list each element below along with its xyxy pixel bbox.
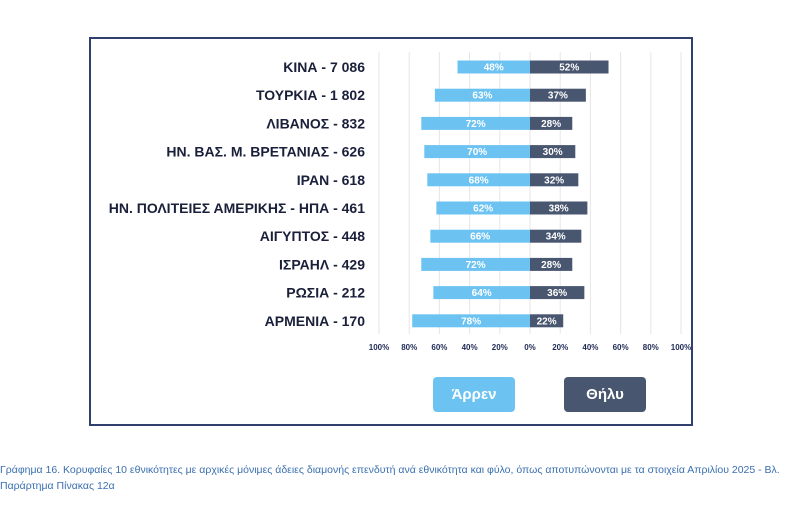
category-labels: ΚΙΝΑ - 7 086 ΤΟΥΡΚΙΑ - 1 802 ΛΙΒΑΝΟΣ - 832…	[109, 59, 365, 329]
x-tick-label: 80%	[401, 343, 417, 352]
bar-male-label: 62%	[473, 204, 493, 215]
bar-male-label: 72%	[466, 260, 486, 271]
bar-female-label: 30%	[543, 147, 563, 158]
bar-female-label: 37%	[548, 91, 568, 102]
category-label: ΑΙΓΥΠΤΟΣ - 448	[260, 228, 365, 244]
x-axis-ticks: 100% 80% 60% 40% 20% 0% 20% 40% 60% 80% 100%	[369, 343, 691, 352]
bar-female-label: 52%	[559, 63, 579, 74]
x-tick-label: 40%	[582, 343, 598, 352]
bar-female-label: 38%	[549, 204, 569, 215]
bar-female-label: 36%	[547, 288, 567, 299]
bar-female-label: 34%	[546, 232, 566, 243]
figure-caption: Γράφημα 16. Κορυφαίες 10 εθνικότητες με …	[0, 462, 800, 494]
bar-female-label: 32%	[544, 175, 564, 186]
bar-male-label: 64%	[472, 288, 492, 299]
bar-male-label: 70%	[467, 147, 487, 158]
bar-male-label: 72%	[466, 119, 486, 130]
x-tick-label: 100%	[671, 343, 691, 352]
bar-male-label: 66%	[470, 232, 490, 243]
legend-female: Θήλυ	[564, 377, 646, 412]
x-tick-label: 0%	[524, 343, 536, 352]
legend-male: Άρρεν	[433, 377, 515, 412]
category-label: ΡΩΣΙΑ - 212	[286, 285, 365, 301]
bar-male-label: 48%	[484, 63, 504, 74]
category-label: ΚΙΝΑ - 7 086	[283, 59, 365, 75]
bar-female-label: 28%	[541, 260, 561, 271]
x-tick-label: 20%	[492, 343, 508, 352]
category-label: ΤΟΥΡΚΙΑ - 1 802	[256, 87, 365, 103]
bar-female-label: 28%	[541, 119, 561, 130]
bar-male-label: 68%	[469, 175, 489, 186]
category-label: ΗΝ. ΠΟΛΙΤΕΙΕΣ ΑΜΕΡΙΚΗΣ - ΗΠΑ - 461	[109, 200, 365, 216]
x-tick-label: 40%	[462, 343, 478, 352]
category-label: ΗΝ. ΒΑΣ. Μ. ΒΡΕΤΑΝΙΑΣ - 626	[166, 144, 365, 160]
bar-male-label: 78%	[461, 316, 481, 327]
x-tick-label: 20%	[552, 343, 568, 352]
bar-female-label: 22%	[537, 316, 557, 327]
category-label: ΛΙΒΑΝΟΣ - 832	[266, 115, 365, 131]
category-label: ΙΣΡΑΗΛ - 429	[279, 256, 365, 272]
x-tick-label: 80%	[643, 343, 659, 352]
bar-male-label: 63%	[472, 91, 492, 102]
x-tick-label: 60%	[613, 343, 629, 352]
x-tick-label: 100%	[369, 343, 389, 352]
category-label: ΙΡΑΝ - 618	[297, 172, 365, 188]
category-label: ΑΡΜΕΝΙΑ - 170	[265, 313, 366, 329]
bars: 48% 52% 63% 37% 72% 28% 70% 30% 68% 32% 62% 38% 66% 3…	[412, 61, 608, 328]
x-tick-label: 60%	[431, 343, 447, 352]
